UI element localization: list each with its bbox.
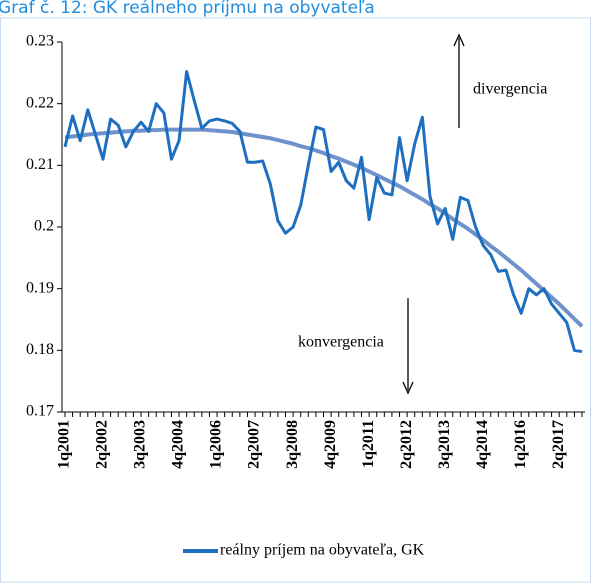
- chart-frame: [0, 17, 591, 583]
- x-tick-label: 2q2007: [246, 420, 263, 469]
- trend-line: [64, 127, 584, 328]
- x-tick-label: 2q2002: [94, 420, 111, 469]
- x-tick-label: 1q2016: [512, 420, 529, 469]
- y-tick-label: 0.18: [26, 341, 54, 358]
- y-tick-label: 0.21: [26, 156, 54, 173]
- x-tick-label: 2q2012: [398, 420, 415, 469]
- x-tick-label: 4q2014: [474, 420, 491, 469]
- x-tick-label: 4q2004: [170, 420, 187, 469]
- legend-label: reálny príjem na obyvateľa, GK: [220, 542, 425, 559]
- y-tick-label: 0.19: [26, 279, 54, 296]
- series-line: [63, 70, 583, 354]
- arrow-down-head: [402, 381, 414, 395]
- x-tick-label: 4q2009: [322, 420, 339, 469]
- x-tick-label: 3q2003: [132, 420, 149, 469]
- y-tick-label: 0.2: [34, 218, 54, 235]
- annotation: divergencia: [473, 81, 547, 98]
- y-tick-label: 0.23: [26, 33, 54, 50]
- annotation: konvergencia: [298, 334, 384, 351]
- x-tick-label: 1q2006: [208, 420, 225, 469]
- x-tick-label: 1q2011: [360, 420, 377, 468]
- x-tick-label: 3q2013: [436, 420, 453, 469]
- y-tick-label: 0.17: [26, 403, 54, 420]
- chart-title: Graf č. 12: GK reálneho príjmu na obyvat…: [0, 0, 375, 18]
- y-tick-label: 0.22: [26, 94, 54, 111]
- x-tick-label: 1q2001: [56, 420, 73, 469]
- x-tick-label: 2q2017: [550, 420, 567, 469]
- x-tick-label: 3q2008: [284, 420, 301, 469]
- arrow-up-head: [453, 33, 465, 47]
